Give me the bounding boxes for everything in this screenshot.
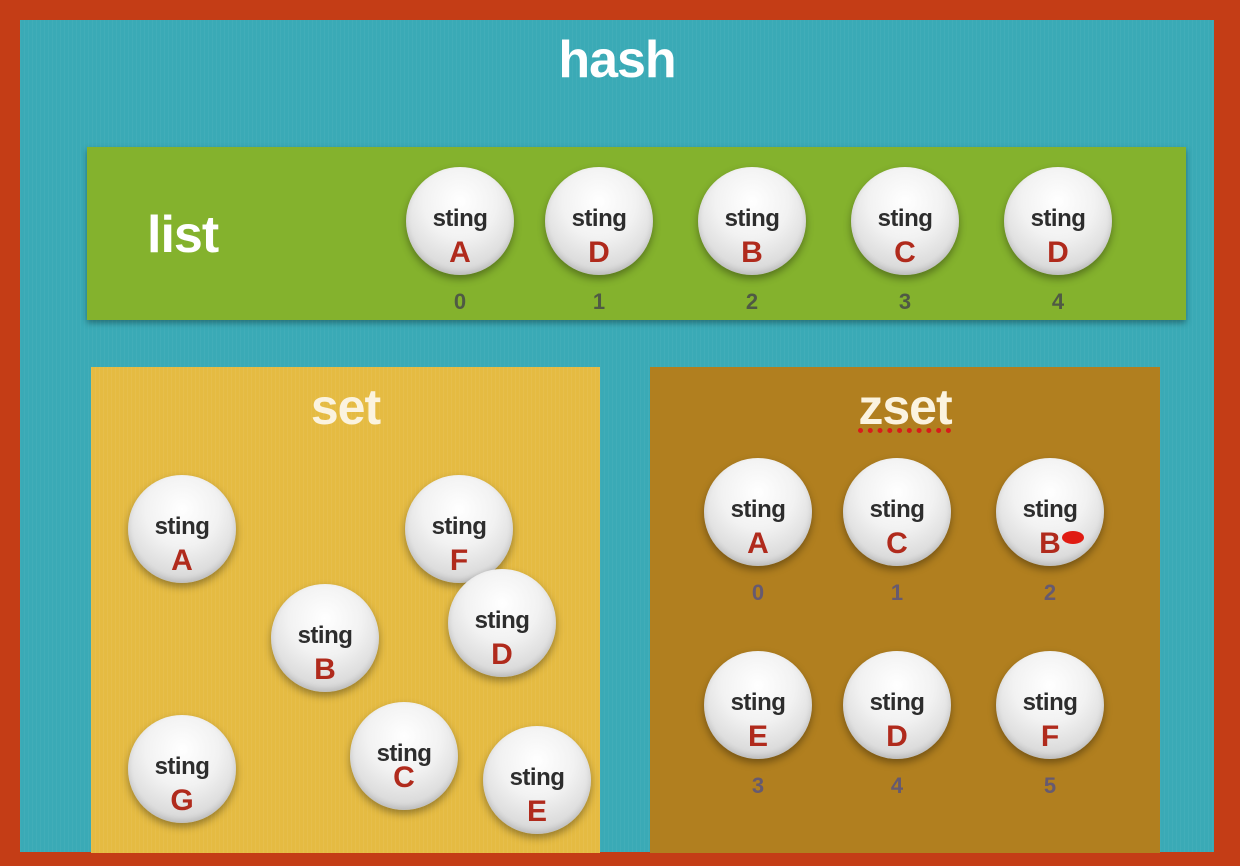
element-letter: D (588, 236, 610, 269)
element-letter: D (1047, 236, 1069, 269)
zset-index: 3 (751, 773, 765, 798)
list-title: list (147, 206, 219, 264)
element-word: sting (474, 607, 530, 634)
list-element-4: sting D (1004, 167, 1112, 275)
zset-index: 4 (890, 773, 904, 798)
element-word: sting (869, 496, 925, 523)
element-letter: C (886, 527, 908, 560)
element-word: sting (1022, 496, 1078, 523)
element-word: sting (730, 689, 786, 716)
zset-title-text: zset (858, 379, 952, 435)
list-index: 4 (1051, 289, 1065, 314)
zset-container: zset sting A 0 sting C 1 sting B 2 sting… (650, 367, 1160, 853)
set-title: set (310, 379, 381, 435)
element-letter: E (526, 795, 547, 828)
set-element-g: sting G (128, 715, 236, 823)
list-container: list sting A 0 sting D 1 sting B 2 sting… (87, 147, 1186, 320)
zset-element-2: sting B (996, 458, 1104, 566)
element-letter: A (171, 544, 193, 577)
element-word: sting (154, 753, 210, 780)
element-word: sting (877, 205, 933, 232)
set-element-a: sting A (128, 475, 236, 583)
zset-element-4: sting D (843, 651, 951, 759)
zset-element-1: sting C (843, 458, 951, 566)
set-element-e: sting E (483, 726, 591, 834)
set-element-b: sting B (271, 584, 379, 692)
zset-element-0: sting A (704, 458, 812, 566)
element-word: sting (297, 622, 353, 649)
set-element-d: sting D (448, 569, 556, 677)
element-word: sting (509, 764, 565, 791)
element-word: sting (1030, 205, 1086, 232)
element-word: sting (869, 689, 925, 716)
element-word: sting (376, 740, 432, 767)
list-index: 3 (898, 289, 912, 314)
list-element-0: sting A (406, 167, 514, 275)
element-letter: G (170, 784, 194, 817)
element-word: sting (154, 513, 210, 540)
element-letter: B (1039, 527, 1061, 560)
zset-element-5: sting F (996, 651, 1104, 759)
element-letter: B (314, 653, 336, 686)
zset-title: zset (650, 379, 1160, 435)
element-letter: C (894, 236, 916, 269)
element-letter: C (393, 761, 415, 794)
element-letter: E (747, 720, 768, 753)
red-dot-mark (1062, 531, 1084, 544)
zset-index: 1 (890, 580, 904, 605)
list-element-1: sting D (545, 167, 653, 275)
zset-index: 2 (1043, 580, 1057, 605)
set-container: set sting A sting F sting B sting D stin… (91, 367, 600, 853)
list-index: 0 (453, 289, 467, 314)
hash-container: hash list sting A 0 sting D 1 sting B 2 … (20, 20, 1214, 853)
element-word: sting (432, 205, 488, 232)
element-letter: F (1040, 720, 1060, 753)
list-index: 1 (592, 289, 606, 314)
hash-title: hash (558, 31, 676, 89)
element-word: sting (571, 205, 627, 232)
element-letter: A (449, 236, 471, 269)
zset-index: 0 (751, 580, 765, 605)
element-word: sting (724, 205, 780, 232)
list-element-3: sting C (851, 167, 959, 275)
element-letter: D (886, 720, 908, 753)
element-letter: D (491, 638, 513, 671)
list-index: 2 (745, 289, 759, 314)
element-word: sting (730, 496, 786, 523)
list-element-2: sting B (698, 167, 806, 275)
set-element-f: sting F (405, 475, 513, 583)
element-word: sting (1022, 689, 1078, 716)
zset-index: 5 (1043, 773, 1057, 798)
element-word: sting (431, 513, 487, 540)
set-element-c: sting C (350, 702, 458, 810)
element-letter: A (747, 527, 769, 560)
zset-element-3: sting E (704, 651, 812, 759)
element-letter: F (449, 544, 469, 577)
element-letter: B (741, 236, 763, 269)
